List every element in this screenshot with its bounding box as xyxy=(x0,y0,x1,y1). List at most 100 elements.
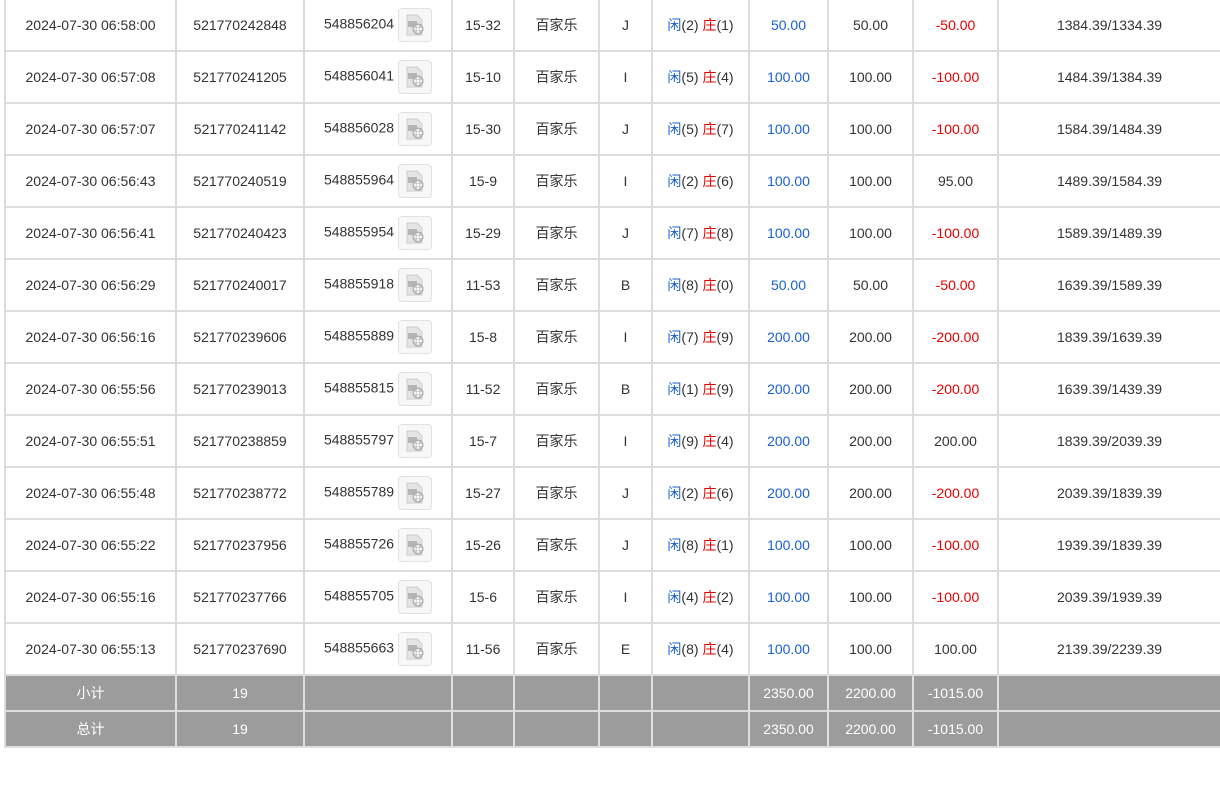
order-id-text: 521770241142 xyxy=(193,121,287,137)
player-points: 8 xyxy=(686,641,694,657)
bet-amount: 100.00 xyxy=(748,50,829,104)
banker-label: 庄 xyxy=(702,69,717,85)
bet-amount: 50.00 xyxy=(748,258,829,312)
order-id: 521770241205 xyxy=(175,50,305,104)
player-points: 7 xyxy=(686,329,694,345)
video-replay-icon[interactable] xyxy=(398,320,433,354)
valid-bet: 200.00 xyxy=(827,362,914,416)
balance-text: 2039.39/1939.39 xyxy=(1056,589,1163,605)
round-id: 548855663 xyxy=(303,622,453,676)
round-id: 548856204 xyxy=(303,0,453,52)
video-replay-icon[interactable] xyxy=(398,580,433,614)
valid-bet-text: 100.00 xyxy=(849,173,892,189)
bet-amount-text: 100.00 xyxy=(767,121,810,137)
footer-bet-text: 2350.00 xyxy=(763,721,814,737)
valid-bet: 50.00 xyxy=(827,258,914,312)
banker-label: 庄 xyxy=(702,433,717,449)
win-loss: 200.00 xyxy=(912,414,999,468)
empty-cell xyxy=(997,674,1220,712)
game-name-text: 百家乐 xyxy=(535,277,578,293)
banker-points: 9 xyxy=(721,381,729,397)
empty-cell xyxy=(303,674,453,712)
valid-bet-text: 200.00 xyxy=(849,433,892,449)
table-id-text: 11-53 xyxy=(465,277,501,293)
table-row: 2024-07-30 06:56:29 521770240017 5488559… xyxy=(4,258,1220,312)
balance-text: 1939.39/1839.39 xyxy=(1056,537,1163,553)
round-id: 548856028 xyxy=(303,102,453,156)
banker-label: 庄 xyxy=(702,485,717,501)
game-name-text: 百家乐 xyxy=(535,433,578,449)
order-id: 521770241142 xyxy=(175,102,305,156)
video-replay-icon[interactable] xyxy=(398,268,433,302)
video-replay-icon[interactable] xyxy=(398,164,433,198)
video-replay-icon[interactable] xyxy=(398,476,433,510)
video-replay-icon[interactable] xyxy=(398,424,433,458)
order-id-text: 521770240423 xyxy=(193,225,287,241)
video-replay-icon[interactable] xyxy=(398,112,433,146)
bet-amount-text: 100.00 xyxy=(767,173,810,189)
balance: 1939.39/1839.39 xyxy=(997,518,1220,572)
win-loss-text: -50.00 xyxy=(935,17,976,33)
video-replay-icon[interactable] xyxy=(398,528,433,562)
seat-text: J xyxy=(622,485,629,501)
order-id: 521770237956 xyxy=(175,518,305,572)
empty-cell xyxy=(513,674,600,712)
banker-label: 庄 xyxy=(702,641,717,657)
bet-time: 2024-07-30 06:55:51 xyxy=(4,414,177,468)
game-name-text: 百家乐 xyxy=(535,121,578,137)
win-loss-text: -100.00 xyxy=(931,225,980,241)
video-replay-icon[interactable] xyxy=(398,8,433,42)
seat-text: I xyxy=(623,69,628,85)
table-id: 11-56 xyxy=(451,622,515,676)
result: 闲(2) 庄(1) xyxy=(651,0,750,52)
game-name-text: 百家乐 xyxy=(535,69,578,85)
win-loss: -100.00 xyxy=(912,206,999,260)
win-loss-text: -100.00 xyxy=(931,537,980,553)
seat: J xyxy=(598,102,653,156)
bet-amount: 100.00 xyxy=(748,102,829,156)
player-points: 5 xyxy=(686,69,694,85)
round-id-text: 548855663 xyxy=(323,639,395,656)
video-replay-icon[interactable] xyxy=(398,372,433,406)
footer-win-text: -1015.00 xyxy=(927,685,984,701)
seat-text: B xyxy=(620,277,631,293)
player-label: 闲 xyxy=(667,17,682,33)
balance: 1839.39/2039.39 xyxy=(997,414,1220,468)
table-id: 15-8 xyxy=(451,310,515,364)
bet-time-text: 2024-07-30 06:55:16 xyxy=(25,589,156,605)
table-row: 2024-07-30 06:55:48 521770238772 5488557… xyxy=(4,466,1220,520)
bet-time-text: 2024-07-30 06:58:00 xyxy=(25,17,156,33)
bet-amount: 100.00 xyxy=(748,154,829,208)
order-id-text: 521770237690 xyxy=(193,641,287,657)
table-id-text: 15-6 xyxy=(468,589,498,605)
table-id-text: 15-9 xyxy=(468,173,498,189)
table-row: 2024-07-30 06:57:08 521770241205 5488560… xyxy=(4,50,1220,104)
player-points: 1 xyxy=(686,381,694,397)
valid-bet-text: 200.00 xyxy=(849,329,892,345)
video-replay-icon[interactable] xyxy=(398,216,433,250)
round-id-text: 548856028 xyxy=(323,119,395,136)
table-row: 2024-07-30 06:56:41 521770240423 5488559… xyxy=(4,206,1220,260)
win-loss: -50.00 xyxy=(912,0,999,52)
bet-time-text: 2024-07-30 06:56:29 xyxy=(25,277,156,293)
win-loss: -100.00 xyxy=(912,50,999,104)
win-loss-text: -200.00 xyxy=(931,485,980,501)
balance: 1484.39/1384.39 xyxy=(997,50,1220,104)
bet-time-text: 2024-07-30 06:55:13 xyxy=(25,641,156,657)
empty-cell xyxy=(997,710,1220,748)
video-replay-icon[interactable] xyxy=(398,632,433,666)
result: 闲(1) 庄(9) xyxy=(651,362,750,416)
seat-text: J xyxy=(622,17,629,33)
order-id: 521770238772 xyxy=(175,466,305,520)
order-id: 521770240017 xyxy=(175,258,305,312)
video-replay-icon[interactable] xyxy=(398,60,433,94)
bet-time-text: 2024-07-30 06:55:22 xyxy=(25,537,156,553)
game-name: 百家乐 xyxy=(513,310,600,364)
balance: 1839.39/1639.39 xyxy=(997,310,1220,364)
order-id-text: 521770240017 xyxy=(193,277,287,293)
footer-bet-text: 2350.00 xyxy=(763,685,814,701)
player-label: 闲 xyxy=(667,433,682,449)
game-name: 百家乐 xyxy=(513,258,600,312)
player-label: 闲 xyxy=(667,173,682,189)
win-loss: -200.00 xyxy=(912,310,999,364)
